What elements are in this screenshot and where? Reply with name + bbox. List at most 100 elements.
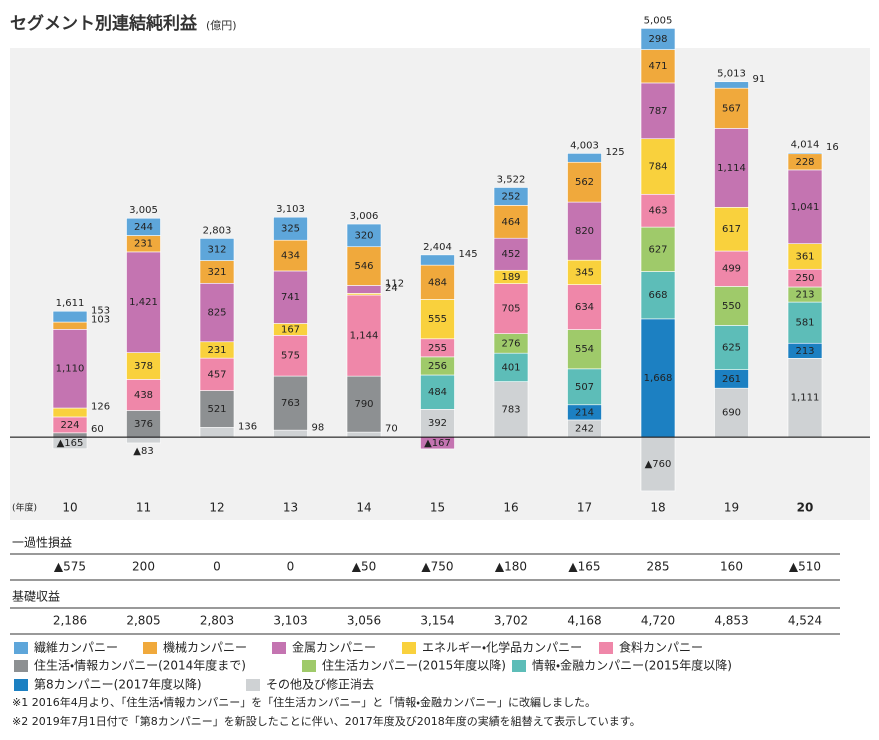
bar-segment — [493, 283, 529, 334]
bar-segment — [420, 254, 455, 266]
segment-label: 1,041 — [791, 202, 820, 213]
x-tick-label: 18 — [650, 501, 665, 515]
segment-label: 546 — [354, 261, 373, 272]
bar-segment — [199, 238, 235, 261]
segment-label: 244 — [134, 222, 153, 233]
segment-label: 1,110 — [56, 364, 85, 375]
segment-label: 392 — [428, 418, 447, 429]
bar-segment — [640, 138, 676, 195]
segment-label: 228 — [795, 157, 814, 168]
bar-segment — [199, 427, 235, 438]
segment-label: 145 — [459, 249, 478, 260]
bar-segment — [52, 432, 88, 438]
legend-label: 金属カンパニー — [292, 641, 376, 655]
segment-label: 70 — [385, 424, 398, 435]
segment-label: 24 — [385, 283, 398, 294]
segment-label: 484 — [428, 387, 447, 398]
legend-swatch — [302, 660, 316, 672]
segment-label: 1,111 — [791, 393, 820, 404]
bar-segment — [493, 205, 529, 239]
segment-label: 499 — [722, 264, 741, 275]
table-cell: 4,524 — [788, 614, 822, 628]
bar-segment — [714, 286, 749, 326]
segment-label: 401 — [501, 362, 520, 373]
table-cell: 3,103 — [273, 614, 307, 628]
x-tick-label: 16 — [503, 501, 518, 515]
bar-segment — [493, 381, 529, 438]
bar-segment — [787, 301, 823, 344]
segment-label: 705 — [501, 304, 520, 315]
segment-label: 625 — [722, 343, 741, 354]
legend-label: その他及び修正消去 — [266, 677, 374, 692]
bar-segment — [346, 285, 382, 294]
total-label: 2,803 — [203, 225, 232, 236]
legend-swatch — [246, 679, 260, 691]
segment-label: 562 — [575, 177, 594, 188]
bar-segment — [567, 201, 602, 261]
bar-segment — [420, 299, 455, 340]
segment-label: 213 — [795, 290, 814, 301]
table-cell: 2,803 — [200, 614, 234, 628]
bar-segment — [567, 259, 602, 285]
legend-swatch — [14, 642, 28, 654]
total-label: 5,013 — [717, 69, 746, 80]
segment-label: 98 — [312, 423, 325, 434]
table-cell: 0 — [287, 560, 295, 574]
table-cell: ▲750 — [421, 560, 453, 574]
segment-label: 189 — [501, 272, 520, 283]
segment-label: 261 — [722, 374, 741, 385]
x-tick-label: 19 — [724, 501, 739, 515]
segment-label: 554 — [575, 344, 594, 355]
bar-segment — [126, 379, 161, 411]
bar-segment — [126, 217, 161, 236]
segment-label: 312 — [207, 244, 226, 255]
segment-label: 126 — [91, 401, 110, 412]
segment-label: 213 — [795, 346, 814, 357]
x-tick-label: 12 — [209, 501, 224, 515]
legend-label: 情報・金融カンパニー(2015年度以降) — [532, 659, 732, 673]
segment-label: 252 — [501, 191, 520, 202]
bar-segment — [640, 271, 676, 320]
table-cell: 4,720 — [641, 614, 675, 628]
chart-subtitle: (億円) — [206, 19, 237, 32]
bar-segment — [346, 223, 382, 248]
segment-label: 103 — [91, 315, 110, 326]
bar-segment — [640, 436, 676, 492]
bar-segment — [52, 321, 88, 330]
bar-segment — [787, 358, 823, 438]
total-label: 4,014 — [791, 140, 820, 151]
legend-label: 繊維カンパニー — [34, 641, 118, 655]
segment-label: 298 — [648, 34, 667, 45]
bar-segment — [787, 152, 823, 155]
segment-label: 256 — [428, 361, 447, 372]
table-cell: 4,853 — [714, 614, 748, 628]
bar-segment — [126, 436, 161, 444]
bar-segment — [640, 82, 676, 140]
legend-swatch — [143, 642, 157, 654]
segment-label: 763 — [281, 398, 300, 409]
table-cell: ▲575 — [54, 560, 86, 574]
bar-segment — [714, 207, 749, 252]
segment-label: 690 — [722, 408, 741, 419]
bar-segment — [199, 282, 235, 343]
total-label: 5,005 — [644, 15, 673, 26]
bar-segment — [52, 310, 88, 323]
segment-label: 376 — [134, 419, 153, 430]
bar-segment — [346, 246, 382, 286]
segment-label: 361 — [795, 251, 814, 262]
bar-segment — [52, 329, 88, 409]
table-cell: ▲165 — [568, 560, 600, 574]
footnote: ※2 2019年7月1日付で「第8カンパニー」を新設したことに伴い、2017年度… — [12, 714, 641, 728]
segment-label: 507 — [575, 382, 594, 393]
total-label: 4,003 — [570, 140, 599, 151]
segment-label: 575 — [281, 351, 300, 362]
legend-swatch — [14, 660, 28, 672]
bar-segment — [787, 169, 823, 244]
bar-segment — [493, 352, 529, 382]
bar-segment — [273, 270, 308, 324]
segment-label: 242 — [575, 424, 594, 435]
segment-label: 457 — [207, 369, 226, 380]
legend-label: 住生活カンパニー(2015年度以降) — [322, 659, 506, 673]
segment-label: 787 — [648, 106, 667, 117]
